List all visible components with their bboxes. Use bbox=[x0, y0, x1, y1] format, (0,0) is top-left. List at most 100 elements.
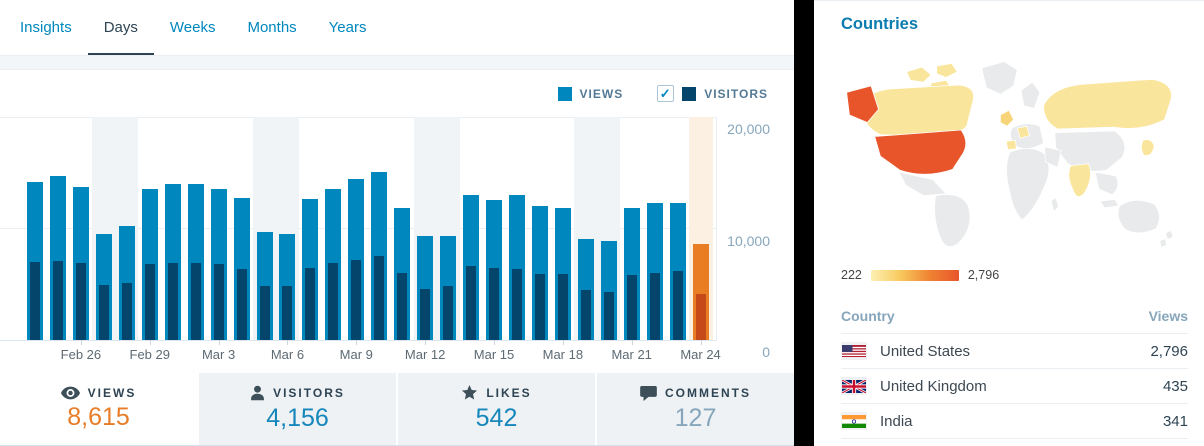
x-axis-label: Mar 12 bbox=[404, 347, 446, 362]
visitors-tile[interactable]: VISITORS 4,156 bbox=[199, 373, 396, 445]
visitors-bar[interactable] bbox=[144, 263, 155, 340]
comments-tile-value: 127 bbox=[674, 403, 717, 432]
visitors-bar[interactable] bbox=[695, 293, 706, 340]
visitors-swatch-icon bbox=[682, 86, 697, 101]
country-views: 435 bbox=[1114, 368, 1188, 404]
visitors-tile-label: VISITORS bbox=[273, 386, 345, 400]
likes-tile[interactable]: LIKES 542 bbox=[398, 373, 595, 445]
country-name: United States bbox=[880, 342, 971, 360]
table-row[interactable]: United Kingdom 435 bbox=[841, 368, 1188, 404]
tab-years[interactable]: Years bbox=[328, 19, 367, 36]
tab-months[interactable]: Months bbox=[247, 19, 297, 36]
countries-panel: Countries bbox=[814, 0, 1204, 446]
x-axis-label: Mar 24 bbox=[680, 347, 721, 362]
india-flag-icon bbox=[841, 412, 867, 430]
x-axis-tick bbox=[218, 340, 220, 345]
x-axis-tick bbox=[80, 340, 82, 345]
gridline-20000 bbox=[0, 117, 716, 118]
legend-views-label: VIEWS bbox=[579, 86, 624, 101]
summary-tiles: VIEWS 8,615 VISITORS 4,156 LIKES bbox=[0, 373, 794, 446]
legend-visitors-label: VISITORS bbox=[704, 86, 768, 101]
visitors-bar[interactable] bbox=[374, 255, 385, 340]
star-icon bbox=[462, 385, 478, 400]
visitors-bar[interactable] bbox=[236, 269, 247, 340]
x-axis-label: Mar 3 bbox=[201, 347, 236, 362]
country-name: India bbox=[880, 412, 913, 430]
visitors-bar[interactable] bbox=[98, 284, 109, 340]
x-axis-label: Feb 29 bbox=[129, 347, 170, 362]
x-axis-tick bbox=[149, 340, 151, 345]
comment-icon bbox=[640, 385, 657, 401]
visitors-bar[interactable] bbox=[328, 263, 339, 340]
x-axis-tick bbox=[494, 340, 495, 345]
eye-icon bbox=[60, 386, 80, 400]
country-views: 341 bbox=[1114, 403, 1188, 439]
visitors-bar[interactable] bbox=[466, 265, 477, 340]
visitors-bar[interactable] bbox=[534, 273, 545, 340]
visitors-bar[interactable] bbox=[397, 273, 408, 340]
visitors-bar[interactable] bbox=[167, 263, 178, 340]
united-kingdom-flag-icon bbox=[841, 377, 867, 395]
visitors-bar[interactable] bbox=[580, 290, 591, 340]
visitors-checkbox[interactable]: ✓ bbox=[657, 85, 675, 102]
tab-days[interactable]: Days bbox=[87, 0, 154, 56]
visitors-bar[interactable] bbox=[305, 267, 316, 340]
views-column-header: Views bbox=[1114, 302, 1188, 334]
visitors-tile-value: 4,156 bbox=[266, 404, 329, 432]
person-icon bbox=[251, 385, 264, 401]
legend-views: VIEWS bbox=[557, 86, 624, 101]
table-row[interactable]: India 341 bbox=[841, 403, 1188, 439]
plot-right-border bbox=[716, 117, 717, 341]
tab-weeks[interactable]: Weeks bbox=[169, 19, 216, 36]
comments-tile[interactable]: COMMENTS 127 bbox=[597, 373, 794, 445]
traffic-panel: Insights Days Weeks Months Years VIEWS ✓… bbox=[0, 0, 794, 446]
visitors-bar[interactable] bbox=[351, 259, 362, 340]
views-tile-value: 8,615 bbox=[67, 403, 130, 431]
countries-table: Country Views United States 2,796 bbox=[841, 302, 1188, 439]
x-axis-label: Mar 15 bbox=[473, 347, 515, 362]
legend-visitors: ✓ VISITORS bbox=[657, 85, 768, 102]
x-axis-tick bbox=[700, 340, 702, 345]
x-axis-label: Mar 9 bbox=[339, 347, 373, 362]
visitors-bar[interactable] bbox=[52, 261, 63, 340]
visitors-bar[interactable] bbox=[672, 271, 683, 340]
visitors-bar[interactable] bbox=[121, 283, 132, 340]
x-axis-tick bbox=[425, 340, 427, 345]
x-axis-tick bbox=[631, 340, 633, 345]
x-axis-tick bbox=[562, 340, 564, 345]
likes-tile-value: 542 bbox=[475, 404, 518, 432]
comments-tile-label: COMMENTS bbox=[665, 386, 751, 400]
map-color-legend: 222 2,796 bbox=[841, 268, 1188, 282]
visitors-bar[interactable] bbox=[420, 288, 431, 340]
x-axis-label: Mar 21 bbox=[611, 347, 652, 362]
countries-table-header: Country Views bbox=[841, 302, 1188, 334]
world-map[interactable] bbox=[841, 44, 1188, 260]
visitors-bar[interactable] bbox=[282, 285, 293, 340]
visitors-bar[interactable] bbox=[190, 262, 201, 340]
visitors-bar[interactable] bbox=[443, 286, 454, 340]
x-axis: Feb 26 Feb 29 Mar 3 Mar 6 Mar 9 Mar 12 Mar 15 M… bbox=[0, 340, 794, 373]
map-legend-max: 2,796 bbox=[967, 268, 1000, 282]
visitors-bar[interactable] bbox=[626, 274, 637, 340]
table-row[interactable]: United States 2,796 bbox=[841, 333, 1188, 369]
period-tabbar: Insights Days Weeks Months Years bbox=[0, 0, 794, 57]
countries-title: Countries bbox=[841, 15, 919, 33]
visitors-bar[interactable] bbox=[557, 274, 568, 340]
views-tile[interactable]: VIEWS 8,615 bbox=[0, 373, 197, 445]
x-axis-tick bbox=[287, 340, 289, 345]
tab-insights[interactable]: Insights bbox=[20, 19, 72, 36]
bar-chart-plot: 20,000 10,000 0 bbox=[0, 117, 794, 360]
y-tick-label: 10,000 bbox=[727, 233, 770, 249]
visitors-bar[interactable] bbox=[603, 291, 614, 340]
visitors-bar[interactable] bbox=[649, 272, 660, 340]
chart-card: VIEWS ✓ VISITORS 20,000 10,000 0 Feb 26 F… bbox=[0, 69, 794, 446]
visitors-bar[interactable] bbox=[213, 263, 224, 340]
visitors-bar[interactable] bbox=[30, 261, 40, 340]
visitors-bar[interactable] bbox=[511, 269, 522, 340]
x-axis-label: Feb 26 bbox=[60, 347, 102, 362]
y-tick-label: 20,000 bbox=[727, 121, 770, 137]
visitors-bar[interactable] bbox=[259, 285, 270, 340]
views-swatch-icon bbox=[557, 86, 572, 101]
visitors-bar[interactable] bbox=[75, 263, 86, 340]
visitors-bar[interactable] bbox=[489, 268, 499, 340]
